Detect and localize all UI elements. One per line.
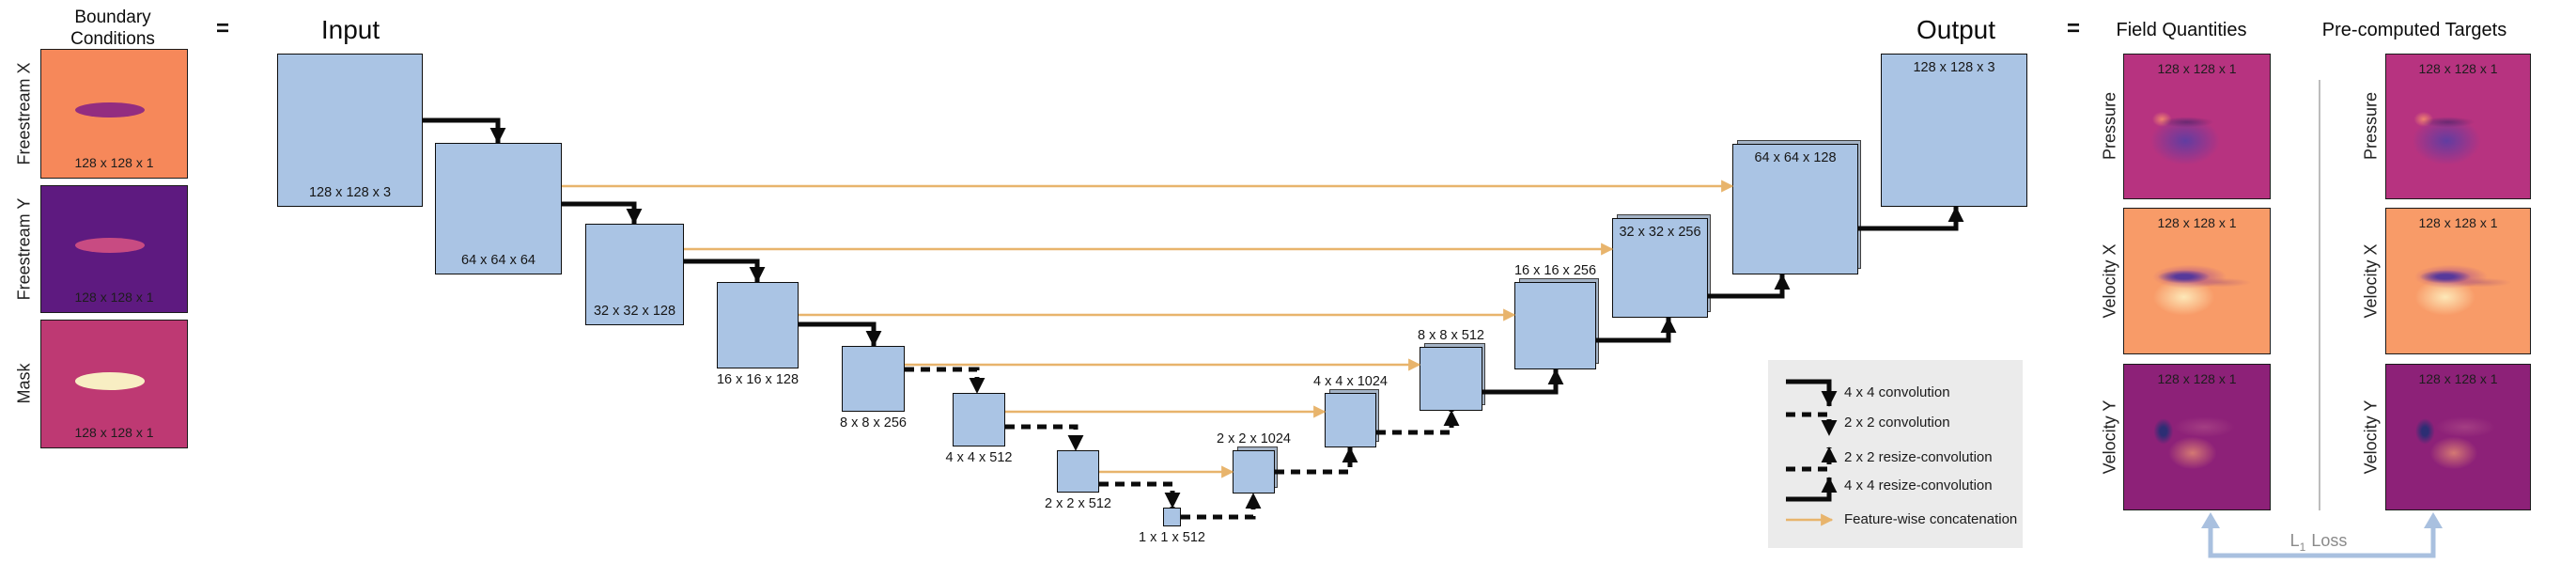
unet-block-output: 128 x 128 x 3 <box>1881 54 2027 207</box>
boundary-title-line1: Boundary <box>74 8 151 27</box>
bc-image-freestream-x: 128 x 128 x 1 <box>40 49 188 179</box>
fq-image-pressure: 128 x 128 x 1 <box>2123 54 2271 199</box>
legend-item-resize4: 4 x 4 resize-convolution <box>1844 478 1993 494</box>
legend-item-conv4: 4 x 4 convolution <box>1844 384 1950 400</box>
unet-block-label-e2: 2 x 2 x 512 <box>1045 496 1111 511</box>
image-caption: 128 x 128 x 1 <box>74 425 154 440</box>
unet-block-label-e32: 32 x 32 x 128 <box>593 304 676 319</box>
image-caption: 128 x 128 x 1 <box>2418 215 2498 230</box>
unet-block-e8: 8 x 8 x 256 <box>840 346 907 431</box>
airfoil-shape <box>74 102 146 118</box>
boundary-conditions-title: Boundary Conditions <box>38 8 188 51</box>
unet-block-label-d64: 64 x 64 x 128 <box>1754 150 1837 165</box>
bc-image-freestream-y: 128 x 128 x 1 <box>40 185 188 313</box>
unet-block-label-input: 128 x 128 x 3 <box>308 185 392 200</box>
pt-image-pressure: 128 x 128 x 1 <box>2385 54 2531 199</box>
legend-item-resize2: 2 x 2 resize-convolution <box>1844 449 1993 465</box>
equals-sign-left: = <box>216 16 230 41</box>
unet-block-e64: 64 x 64 x 64 <box>435 143 562 274</box>
pt-image-velocity-y: 128 x 128 x 1 <box>2385 364 2531 510</box>
legend-item-concat: Feature-wise concatenation <box>1844 511 2018 527</box>
unet-block-label-d16: 16 x 16 x 256 <box>1513 263 1597 278</box>
output-title: Output <box>1916 15 1996 44</box>
unet-block-label-d8: 8 x 8 x 512 <box>1418 328 1484 343</box>
unet-block-e1: 1 x 1 x 512 <box>1139 508 1205 545</box>
input-title: Input <box>320 15 380 44</box>
unet-block-input: 128 x 128 x 3 <box>277 54 423 207</box>
unet-block-e16: 16 x 16 x 128 <box>717 282 799 387</box>
unet-block-e4: 4 x 4 x 512 <box>946 393 1012 465</box>
boundary-title-line2: Conditions <box>70 28 155 49</box>
fq-image-velocity-y: 128 x 128 x 1 <box>2123 364 2271 510</box>
unet-block-d4: 4 x 4 x 1024 <box>1313 374 1388 447</box>
airfoil-shape <box>74 237 146 254</box>
image-caption: 128 x 128 x 1 <box>2157 371 2237 386</box>
unet-block-label-d2: 2 x 2 x 1024 <box>1217 431 1291 446</box>
unet-block-label-e4: 4 x 4 x 512 <box>945 450 1013 465</box>
unet-block-label-e16: 16 x 16 x 128 <box>716 372 799 387</box>
unet-block-label-e64: 64 x 64 x 64 <box>461 253 535 268</box>
image-caption: 128 x 128 x 1 <box>2418 371 2498 386</box>
bc-image-mask: 128 x 128 x 1 <box>40 320 188 448</box>
unet-block-label-output: 128 x 128 x 3 <box>1913 60 1995 75</box>
fq-image-velocity-x: 128 x 128 x 1 <box>2123 208 2271 354</box>
unet-block-e32: 32 x 32 x 128 <box>585 224 684 325</box>
unet-block-d2: 2 x 2 x 1024 <box>1217 431 1291 494</box>
column-divider <box>2319 80 2320 510</box>
airfoil-shape <box>74 372 146 391</box>
image-caption: 128 x 128 x 1 <box>74 290 154 305</box>
image-caption: 128 x 128 x 1 <box>2157 215 2237 230</box>
equals-sign-right: = <box>2067 16 2081 41</box>
unet-block-label-e8: 8 x 8 x 256 <box>840 415 907 431</box>
precomputed-targets-title: Pre-computed Targets <box>2321 20 2507 40</box>
unet-block-d8: 8 x 8 x 512 <box>1418 328 1485 411</box>
image-caption: 128 x 128 x 1 <box>2418 61 2498 76</box>
unet-block-label-d32: 32 x 32 x 256 <box>1619 225 1701 240</box>
unet-block-d16: 16 x 16 x 256 <box>1514 263 1599 369</box>
unet-block-d32: 32 x 32 x 256 <box>1612 214 1711 318</box>
legend-item-conv2: 2 x 2 convolution <box>1844 415 1950 431</box>
unet-block-d64: 64 x 64 x 128 <box>1732 140 1861 274</box>
unet-block-label-d4: 4 x 4 x 1024 <box>1313 374 1388 389</box>
pt-image-velocity-x: 128 x 128 x 1 <box>2385 208 2531 354</box>
image-caption: 128 x 128 x 1 <box>2157 61 2237 76</box>
field-quantities-title: Field Quantities <box>2116 20 2247 40</box>
unet-block-label-e1: 1 x 1 x 512 <box>1139 530 1205 545</box>
image-caption: 128 x 128 x 1 <box>74 155 154 170</box>
unet-block-e2: 2 x 2 x 512 <box>1045 450 1111 511</box>
